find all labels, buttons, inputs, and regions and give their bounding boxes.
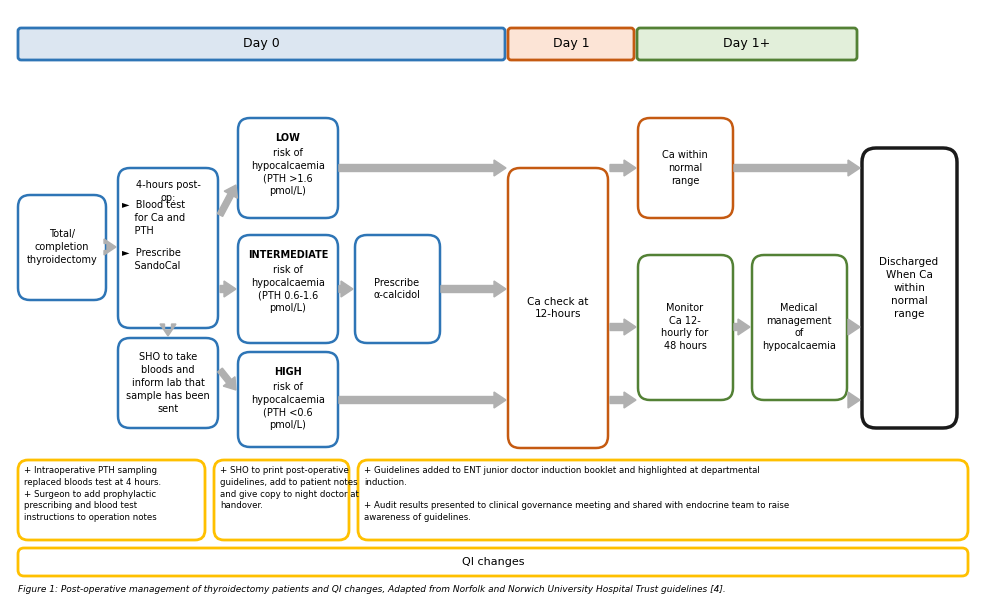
FancyBboxPatch shape — [358, 460, 968, 540]
FancyArrow shape — [610, 160, 636, 176]
FancyBboxPatch shape — [238, 235, 338, 343]
FancyBboxPatch shape — [508, 168, 608, 448]
FancyBboxPatch shape — [238, 118, 338, 218]
FancyBboxPatch shape — [118, 168, 218, 328]
Text: risk of
hypocalcaemia
(PTH 0.6-1.6
pmol/L): risk of hypocalcaemia (PTH 0.6-1.6 pmol/… — [251, 265, 325, 313]
FancyBboxPatch shape — [214, 460, 349, 540]
Text: + SHO to print post-operative
guidelines, add to patient notes
and give copy to : + SHO to print post-operative guidelines… — [220, 466, 359, 510]
FancyBboxPatch shape — [638, 255, 733, 400]
Text: Ca within
normal
range: Ca within normal range — [663, 150, 708, 186]
FancyBboxPatch shape — [118, 338, 218, 428]
FancyBboxPatch shape — [638, 118, 733, 218]
Text: Monitor
Ca 12-
hourly for
48 hours: Monitor Ca 12- hourly for 48 hours — [662, 303, 709, 351]
Text: Medical
management
of
hypocalcaemia: Medical management of hypocalcaemia — [762, 303, 836, 351]
Text: Discharged
When Ca
within
normal
range: Discharged When Ca within normal range — [880, 257, 939, 319]
FancyArrow shape — [339, 160, 506, 176]
FancyArrow shape — [441, 281, 506, 297]
FancyBboxPatch shape — [18, 548, 968, 576]
Text: HIGH: HIGH — [274, 367, 302, 377]
Text: ►  Prescribe
    SandoCal: ► Prescribe SandoCal — [122, 248, 180, 271]
FancyBboxPatch shape — [637, 28, 857, 60]
FancyArrow shape — [218, 368, 236, 390]
Text: Total/
completion
thyroidectomy: Total/ completion thyroidectomy — [27, 229, 98, 265]
Text: Day 0: Day 0 — [244, 37, 280, 50]
Text: Day 1+: Day 1+ — [724, 37, 771, 50]
Text: + Guidelines added to ENT junior doctor induction booklet and highlighted at dep: + Guidelines added to ENT junior doctor … — [364, 466, 789, 522]
FancyArrow shape — [339, 281, 353, 297]
Text: SHO to take
bloods and
inform lab that
sample has been
sent: SHO to take bloods and inform lab that s… — [126, 352, 210, 414]
Text: Ca check at
12-hours: Ca check at 12-hours — [528, 297, 589, 319]
FancyBboxPatch shape — [508, 28, 634, 60]
FancyArrow shape — [610, 392, 636, 408]
FancyArrow shape — [220, 281, 236, 297]
FancyArrow shape — [217, 185, 238, 216]
Text: QI changes: QI changes — [461, 557, 525, 567]
FancyArrow shape — [848, 319, 860, 335]
Text: + Intraoperative PTH sampling
replaced bloods test at 4 hours.
+ Surgeon to add : + Intraoperative PTH sampling replaced b… — [24, 466, 161, 522]
Text: Day 1: Day 1 — [553, 37, 590, 50]
FancyArrow shape — [610, 319, 636, 335]
Text: 4-hours post-
op:: 4-hours post- op: — [135, 180, 200, 203]
Text: ►  Blood test
    for Ca and
    PTH: ► Blood test for Ca and PTH — [122, 200, 185, 236]
FancyBboxPatch shape — [18, 28, 505, 60]
FancyArrow shape — [104, 239, 116, 255]
FancyBboxPatch shape — [18, 460, 205, 540]
Text: risk of
hypocalcaemia
(PTH <0.6
pmol/L): risk of hypocalcaemia (PTH <0.6 pmol/L) — [251, 382, 325, 430]
FancyArrow shape — [734, 160, 860, 176]
FancyArrow shape — [339, 392, 506, 408]
Text: Prescribe
α-calcidol: Prescribe α-calcidol — [374, 278, 420, 300]
FancyArrow shape — [734, 319, 750, 335]
FancyArrow shape — [848, 392, 860, 408]
FancyBboxPatch shape — [355, 235, 440, 343]
Text: Figure 1: Post-operative management of thyroidectomy patients and QI changes, Ad: Figure 1: Post-operative management of t… — [18, 585, 726, 594]
FancyBboxPatch shape — [862, 148, 957, 428]
Text: LOW: LOW — [275, 133, 301, 143]
FancyBboxPatch shape — [752, 255, 847, 400]
Text: risk of
hypocalcaemia
(PTH >1.6
pmol/L): risk of hypocalcaemia (PTH >1.6 pmol/L) — [251, 148, 325, 196]
Text: INTERMEDIATE: INTERMEDIATE — [247, 250, 328, 260]
FancyBboxPatch shape — [18, 195, 106, 300]
FancyBboxPatch shape — [238, 352, 338, 447]
FancyArrow shape — [160, 324, 176, 336]
